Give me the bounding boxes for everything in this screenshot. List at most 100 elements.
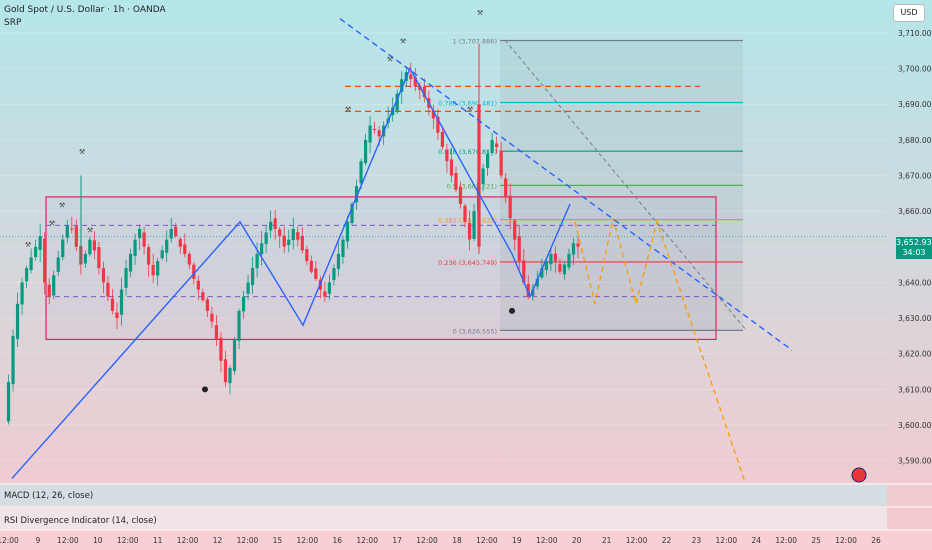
macd-label[interactable]: MACD (12, 26, close) [4,491,94,501]
candle-body [409,74,413,80]
time-tick-label: 22 [662,536,672,545]
price-tick-label: 3,610.000 [898,385,932,394]
rsi-label[interactable]: RSI Divergence Indicator (14, close) [4,516,157,526]
candle-body [210,313,214,322]
candle-body [508,195,512,219]
candle-body [296,232,300,240]
bomb-marker [509,307,515,314]
candle-body [327,282,332,294]
hammer-icon: ⚒ [79,148,85,156]
candle-body [260,243,264,255]
currency-badge[interactable]: USD [893,4,925,22]
candle-body [341,239,345,257]
candle-body [151,264,155,276]
price-tick-label: 3,600.000 [898,421,932,430]
fib-label: 0.786 (3,690.481) [438,100,497,108]
fib-label: 0 (3,626.555) [453,327,497,335]
candle-body [196,280,200,290]
candle-body [413,77,417,87]
candle-body [513,220,517,240]
candle-body [128,253,133,272]
markers: ⚒ ⚒ ⚒ ⚒ ⚒ ⚒ ⚒ ⚒ ⚒ ⚒ [25,9,867,483]
candle-body [458,186,463,205]
range-box[interactable] [45,196,717,341]
candle-body [205,299,209,311]
candle-body [287,239,291,245]
candle-body [29,257,33,271]
candle-body [571,243,576,255]
candle-body [156,261,160,276]
time-tick-label: 12:00 [296,536,318,545]
fib-label: 0.236 (3,645.749) [438,259,497,267]
price-tick-label: 3,660.000 [898,207,932,216]
candle-body [115,312,119,319]
candle-body [264,232,268,244]
time-tick-label: 12:00 [57,536,79,545]
time-tick-label: 16 [332,536,342,545]
candle-body [495,143,499,147]
candle-body [377,130,381,137]
price-tick-label: 3,710.000 [898,29,932,38]
price-tick-label: 3,690.000 [898,100,932,109]
time-tick-label: 12:00 [716,536,738,545]
candle-body [169,228,173,239]
candle-body [219,337,223,361]
time-axis-bg [0,531,932,550]
candle-body [314,268,318,279]
candle-body [92,240,96,251]
time-tick-label: 18 [452,536,462,545]
candle-body [255,253,259,269]
candle-body [15,303,20,339]
candle-body [368,125,372,143]
candle-body [65,225,69,238]
zigzag-path[interactable] [11,66,571,479]
candle-body [88,239,92,255]
candle-body [174,226,178,237]
candle-body [106,282,110,297]
candle-body [440,131,445,147]
fib-label: 0.382 (3,657.625) [438,217,497,225]
rsi-pane [0,508,887,530]
candle-body [165,239,169,253]
candle-body [354,186,359,203]
candle-body [544,261,548,270]
fibonacci-levels[interactable]: 1 (3,707.886) 0.786 (3,690.481) 0.618 (3,6… [438,37,743,335]
hammer-icon: ⚒ [400,38,406,46]
candle-body [323,291,327,297]
candle-body [241,296,246,312]
candle-body [137,228,142,238]
price-tick-label: 3,620.000 [898,350,932,359]
candle-body [250,268,255,286]
flag-icon [851,467,867,483]
hammer-icon: ⚒ [25,241,31,249]
candle-body [431,110,435,119]
hammer-icon: ⚒ [87,227,93,235]
candle-body [178,239,182,247]
candle-body [359,161,363,184]
time-tick-label: 12:00 [0,536,19,545]
candle-body [269,221,273,231]
forecast-path[interactable] [574,218,746,483]
time-tick-label: 12:00 [536,536,558,545]
candle-body [445,149,449,162]
indicator-label: SRP [4,18,22,28]
hammer-icon: ⚒ [467,105,473,113]
descending-trendline [339,18,793,351]
hammer-icon: ⚒ [59,202,65,210]
time-tick-label: 12:00 [476,536,498,545]
trendlines[interactable] [339,18,793,351]
candle-body [273,218,277,229]
time-axis[interactable]: 12:00 9 12:00 10 12:00 11 12:00 12 12:00 15 12:00 1… [0,531,932,550]
zigzag-line [11,66,571,479]
candle-body [540,268,544,278]
hammer-icon: ⚒ [49,219,55,227]
candle-body [436,116,440,133]
candles [0,43,887,425]
hammer-icon: ⚒ [387,55,393,63]
time-tick-label: 25 [811,536,821,545]
candle-body [504,178,508,197]
candle-body [223,359,228,383]
price-tick-label: 3,640.000 [898,278,932,287]
